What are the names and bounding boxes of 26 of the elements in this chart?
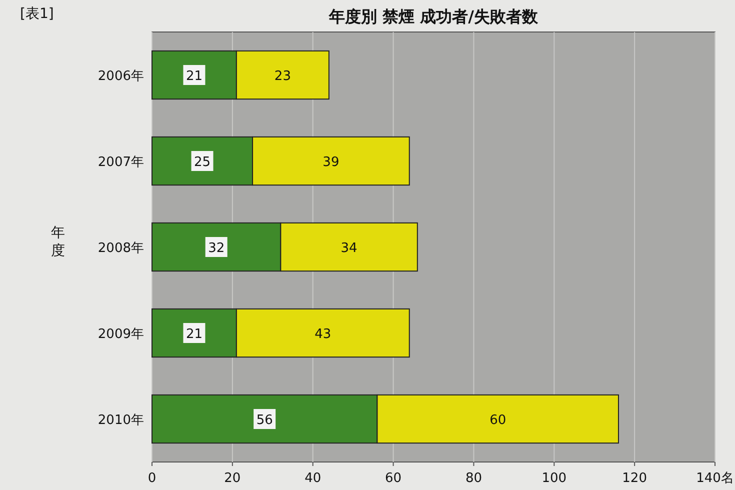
y-tick-label: 2008年: [98, 241, 144, 256]
data-label: 23: [274, 69, 291, 84]
x-tick-label: 100: [542, 471, 567, 486]
x-tick-label: 120: [622, 471, 647, 486]
data-label: 60: [490, 413, 506, 428]
chart-title: 年度別 禁煙 成功者/失敗者数: [328, 7, 539, 26]
x-tick-label: 40: [304, 471, 322, 486]
data-label: 21: [186, 69, 202, 84]
x-tick-label: 80: [465, 471, 482, 486]
text: [表1]: [20, 6, 54, 22]
data-label: 32: [208, 241, 225, 256]
data-label: 39: [322, 155, 340, 170]
y-tick-label: 2010年: [98, 413, 144, 428]
data-label: 43: [314, 327, 332, 342]
y-tick-label: 2007年: [98, 155, 144, 170]
x-tick-label: 60: [385, 471, 402, 486]
x-tick-label: 20: [224, 471, 241, 486]
y-tick-label: 2009年: [98, 327, 144, 342]
data-label: 34: [340, 241, 358, 256]
y-tick-label: 2006年: [98, 69, 144, 84]
data-label: 56: [256, 413, 273, 428]
x-tick-label: 0: [148, 471, 156, 486]
data-label: 25: [194, 155, 211, 170]
data-label: 21: [186, 327, 202, 342]
y-axis-title: 年度: [51, 225, 65, 259]
x-tick-label: 140名: [696, 471, 734, 486]
